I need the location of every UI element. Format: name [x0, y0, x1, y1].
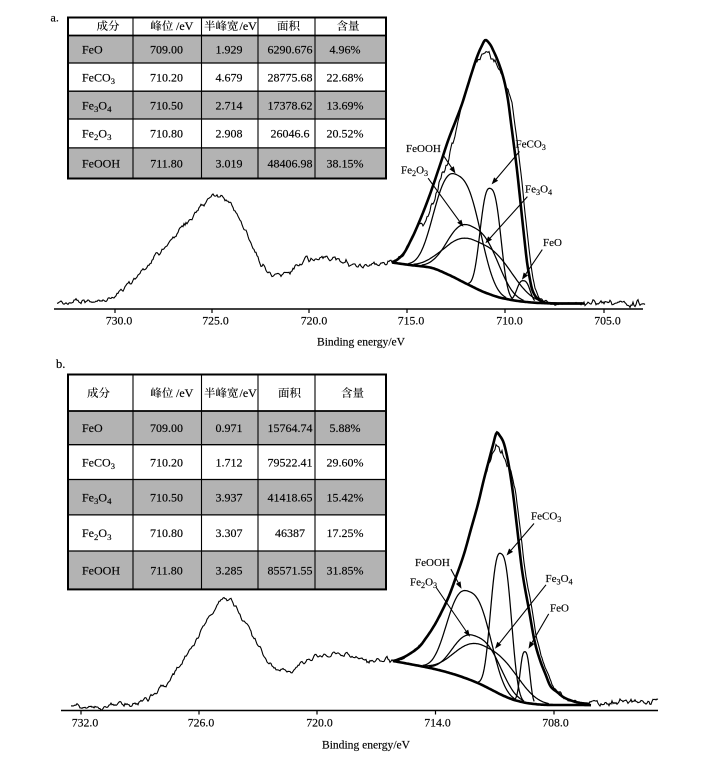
- svg-text:Fe3O4: Fe3O4: [82, 98, 112, 114]
- svg-text:28775.68: 28775.68: [268, 70, 313, 84]
- svg-text:a.: a.: [51, 11, 59, 25]
- svg-text:710.20: 710.20: [150, 455, 183, 469]
- svg-text:710.80: 710.80: [150, 127, 183, 141]
- svg-text:725.0: 725.0: [202, 314, 229, 328]
- svg-text:FeO: FeO: [82, 421, 103, 435]
- svg-text:22.68%: 22.68%: [327, 70, 364, 84]
- svg-text:79522.41: 79522.41: [268, 455, 313, 469]
- svg-text:Fe3O4: Fe3O4: [546, 573, 573, 587]
- svg-text:85571.55: 85571.55: [268, 563, 313, 577]
- svg-text:FeCO3: FeCO3: [82, 455, 116, 471]
- svg-text:/eV: /eV: [176, 386, 194, 400]
- svg-text:41418.65: 41418.65: [268, 490, 313, 504]
- svg-text:20.52%: 20.52%: [327, 127, 364, 141]
- svg-text:Fe2O3: Fe2O3: [410, 577, 437, 591]
- svg-text:Fe3O4: Fe3O4: [525, 184, 552, 198]
- svg-text:3.019: 3.019: [216, 156, 243, 170]
- svg-text:2.908: 2.908: [216, 127, 243, 141]
- svg-text:FeCO3: FeCO3: [82, 70, 116, 86]
- svg-text:15.42%: 15.42%: [327, 490, 364, 504]
- svg-text:FeO: FeO: [543, 237, 562, 249]
- svg-text:17378.62: 17378.62: [268, 98, 313, 112]
- svg-text:2.714: 2.714: [216, 98, 243, 112]
- svg-text:Fe2O3: Fe2O3: [82, 526, 112, 542]
- svg-text:FeO: FeO: [82, 43, 103, 57]
- svg-text:711.80: 711.80: [150, 563, 183, 577]
- svg-text:711.80: 711.80: [150, 156, 183, 170]
- svg-text:710.80: 710.80: [150, 526, 183, 540]
- svg-text:720.0: 720.0: [301, 314, 328, 328]
- svg-text:Binding energy/eV: Binding energy/eV: [317, 335, 405, 349]
- svg-text:46387: 46387: [275, 526, 305, 540]
- svg-text:710.50: 710.50: [150, 98, 183, 112]
- svg-text:b.: b.: [56, 357, 65, 371]
- svg-text:709.00: 709.00: [150, 43, 183, 57]
- svg-text:FeO: FeO: [550, 603, 569, 615]
- svg-text:3.937: 3.937: [216, 490, 243, 504]
- svg-text:17.25%: 17.25%: [327, 526, 364, 540]
- svg-text:FeOOH: FeOOH: [415, 557, 450, 569]
- svg-text:/eV: /eV: [240, 386, 258, 400]
- svg-text:FeCO3: FeCO3: [531, 511, 561, 525]
- svg-text:Fe2O3: Fe2O3: [401, 165, 428, 179]
- svg-text:/eV: /eV: [176, 19, 194, 33]
- svg-text:715.0: 715.0: [398, 314, 425, 328]
- svg-text:0.971: 0.971: [216, 421, 243, 435]
- svg-text:6290.676: 6290.676: [268, 43, 313, 57]
- svg-text:FeOOH: FeOOH: [82, 563, 120, 577]
- svg-text:/eV: /eV: [240, 19, 258, 33]
- svg-text:714.0: 714.0: [424, 716, 451, 730]
- svg-text:Fe3O4: Fe3O4: [82, 490, 112, 506]
- svg-text:FeCO3: FeCO3: [516, 139, 546, 153]
- svg-text:3.285: 3.285: [216, 563, 243, 577]
- svg-text:26046.6: 26046.6: [271, 127, 310, 141]
- svg-text:732.0: 732.0: [72, 716, 99, 730]
- svg-text:3.307: 3.307: [216, 526, 243, 540]
- svg-text:709.00: 709.00: [150, 421, 183, 435]
- svg-text:1.929: 1.929: [216, 43, 243, 57]
- svg-text:29.60%: 29.60%: [327, 455, 364, 469]
- svg-text:705.0: 705.0: [594, 314, 621, 328]
- svg-text:710.0: 710.0: [496, 314, 523, 328]
- svg-text:4.96%: 4.96%: [330, 43, 361, 57]
- svg-text:FeOOH: FeOOH: [82, 156, 120, 170]
- svg-text:13.69%: 13.69%: [327, 98, 364, 112]
- svg-text:1.712: 1.712: [216, 455, 243, 469]
- svg-text:31.85%: 31.85%: [327, 563, 364, 577]
- svg-text:15764.74: 15764.74: [268, 421, 313, 435]
- svg-text:Fe2O3: Fe2O3: [82, 127, 112, 143]
- svg-text:730.0: 730.0: [106, 314, 133, 328]
- svg-text:710.50: 710.50: [150, 490, 183, 504]
- svg-text:710.20: 710.20: [150, 70, 183, 84]
- svg-text:720.0: 720.0: [306, 716, 333, 730]
- svg-text:Binding energy/eV: Binding energy/eV: [322, 738, 410, 752]
- svg-text:FeOOH: FeOOH: [406, 143, 441, 155]
- svg-text:38.15%: 38.15%: [327, 156, 364, 170]
- svg-text:708.0: 708.0: [542, 716, 569, 730]
- svg-text:48406.98: 48406.98: [268, 156, 313, 170]
- svg-text:4.679: 4.679: [216, 70, 243, 84]
- svg-text:726.0: 726.0: [188, 716, 215, 730]
- svg-text:5.88%: 5.88%: [330, 421, 361, 435]
